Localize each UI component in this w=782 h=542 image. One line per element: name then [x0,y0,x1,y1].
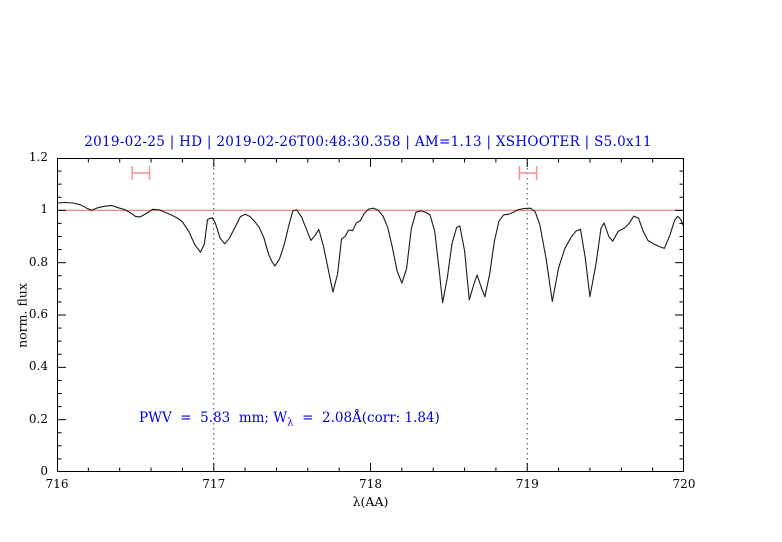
y-tick-label: 0.4 [28,359,48,374]
y-tick-label: 0 [40,464,48,478]
x-tick-label: 716 [45,477,69,491]
y-tick-label: 1.2 [28,150,48,164]
spectrum-curve [57,201,684,304]
pwv-annotation: PWV = 5.83 mm; Wλ = 2.08Å(corr: 1.84) [139,410,440,429]
x-tick-label: 720 [672,477,696,491]
y-axis-title: norm. flux [14,283,30,348]
x-axis-title: λ(AA) [352,494,389,509]
y-tick-label: 0.6 [28,307,48,321]
pwv-annotation-suffix: = 2.08Å(corr: 1.84) [293,410,440,426]
y-tick-label: 1 [40,202,48,217]
pwv-annotation-prefix: PWV = 5.83 mm; W [139,410,288,426]
pwv-annotation-subscript: λ [287,417,294,429]
x-tick-label: 719 [515,477,539,491]
y-tick-label: 0.8 [28,254,48,269]
plot-title: 2019-02-25 | HD | 2019-02-26T00:48:30.35… [84,134,652,150]
y-tick-label: 0.2 [28,411,48,426]
x-tick-label: 718 [359,477,382,491]
spectrum-plot-canvas [57,158,684,472]
x-tick-label: 717 [202,477,226,491]
